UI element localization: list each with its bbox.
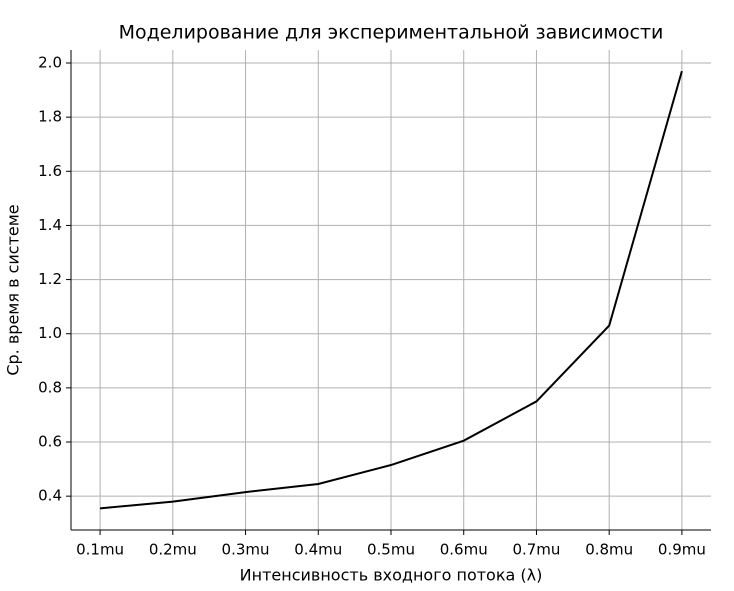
x-tick-label: 0.8mu — [585, 541, 633, 559]
x-tick-label: 0.2mu — [149, 541, 197, 559]
y-tick-label: 1.8 — [38, 108, 62, 126]
x-tick-label: 0.7mu — [512, 541, 560, 559]
x-tick-label: 0.9mu — [658, 541, 706, 559]
x-tick-label: 0.4mu — [294, 541, 342, 559]
x-tick-label: 0.3mu — [222, 541, 270, 559]
y-tick-label: 1.4 — [38, 216, 62, 234]
line-series — [99, 70, 683, 510]
x-tick-label: 0.5mu — [367, 541, 415, 559]
y-tick-label: 1.6 — [38, 162, 62, 180]
y-tick-label: 2.0 — [38, 53, 62, 71]
x-axis-label: Интенсивность входного потока (λ) — [240, 566, 543, 585]
y-tick-label: 1.2 — [38, 270, 62, 288]
x-tick-label: 0.1mu — [76, 541, 124, 559]
y-tick-label: 1.0 — [38, 324, 62, 342]
y-axis-label: Ср. время в системе — [4, 204, 23, 375]
y-tick-label: 0.4 — [38, 487, 62, 505]
x-tick-label: 0.6mu — [440, 541, 488, 559]
y-tick-label: 0.6 — [38, 433, 62, 451]
chart-title: Моделирование для экспериментальной зави… — [119, 22, 664, 44]
y-tick-label: 0.8 — [38, 378, 62, 396]
